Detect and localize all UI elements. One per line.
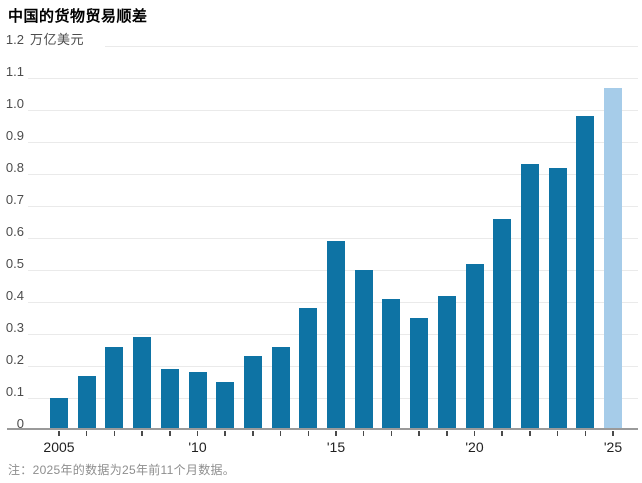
axis-tick bbox=[584, 430, 587, 436]
y-axis-label: 0.5 bbox=[5, 256, 24, 271]
bar-2024 bbox=[576, 116, 595, 430]
axis-tick bbox=[141, 430, 143, 436]
axis-tick bbox=[362, 430, 365, 436]
bar-2011 bbox=[216, 382, 235, 430]
axis-tick bbox=[169, 430, 171, 436]
bar-2013 bbox=[271, 346, 290, 430]
bar-2018 bbox=[410, 318, 429, 430]
x-axis-label: '15 bbox=[326, 439, 346, 455]
bar-2010 bbox=[188, 372, 207, 430]
axis-tick bbox=[612, 430, 614, 436]
y-axis-label: 0.9 bbox=[5, 128, 24, 143]
axis-tick bbox=[335, 430, 337, 436]
axis-tick bbox=[501, 430, 503, 436]
axis-tick bbox=[224, 430, 226, 436]
bar-2007 bbox=[105, 346, 124, 430]
bar-2009 bbox=[160, 369, 179, 430]
axis-tick bbox=[307, 430, 310, 436]
bar-2015 bbox=[327, 241, 345, 430]
y-axis-label: 0.7 bbox=[5, 192, 24, 207]
bar-2019 bbox=[437, 295, 456, 430]
axis-tick bbox=[58, 430, 60, 436]
x-axis-label: '20 bbox=[465, 439, 484, 455]
bar-2021 bbox=[493, 218, 512, 430]
x-axis-label: 2005 bbox=[43, 439, 75, 455]
axis-tick bbox=[252, 430, 254, 436]
y-axis-label: 0.6 bbox=[5, 224, 24, 239]
bar-2023 bbox=[548, 167, 567, 430]
bar-2020 bbox=[465, 263, 484, 430]
y-axis-label: 1.1 bbox=[5, 64, 24, 79]
bar-2005 bbox=[50, 398, 68, 430]
axis-tick bbox=[85, 430, 88, 436]
axis-tick bbox=[473, 430, 476, 436]
gridline bbox=[28, 142, 638, 143]
axis-tick bbox=[279, 430, 282, 436]
bar-2016 bbox=[354, 270, 373, 430]
y-axis-label: 1.0 bbox=[5, 96, 24, 111]
y-axis-label: 0.4 bbox=[5, 288, 24, 303]
y-axis-label: 0.1 bbox=[5, 384, 24, 399]
bar-2014 bbox=[299, 308, 318, 430]
gridline bbox=[28, 78, 638, 79]
x-axis-label: '10 bbox=[188, 439, 207, 455]
y-axis-label: 0 bbox=[16, 416, 24, 431]
y-axis-unit-label: 万亿美元 bbox=[30, 32, 85, 47]
bar-2017 bbox=[382, 298, 401, 430]
footnote: 注：2025年的数据为25年前11个月数据。 bbox=[8, 463, 236, 477]
gridline bbox=[28, 206, 638, 207]
y-axis-label: 0.2 bbox=[5, 352, 24, 367]
axis-tick bbox=[390, 430, 393, 436]
y-axis-label: 0.8 bbox=[5, 160, 24, 175]
gridline bbox=[105, 46, 638, 47]
y-axis-label: 0.3 bbox=[5, 320, 24, 335]
bar-2025 bbox=[604, 87, 622, 430]
axis-tick bbox=[556, 430, 559, 436]
gridline bbox=[28, 174, 638, 175]
bar-2012 bbox=[243, 356, 262, 430]
bar-2008 bbox=[133, 337, 152, 430]
bar-2006 bbox=[77, 375, 96, 430]
gridline bbox=[28, 110, 638, 111]
axis-tick bbox=[446, 430, 448, 436]
x-axis-line bbox=[7, 428, 638, 430]
bar-2022 bbox=[520, 164, 539, 430]
axis-tick bbox=[113, 430, 116, 436]
gridline bbox=[28, 238, 638, 239]
y-axis-label: 1.2 bbox=[5, 32, 24, 47]
chart-title: 中国的货物贸易顺差 bbox=[8, 8, 148, 25]
axis-tick bbox=[418, 430, 420, 436]
axis-tick bbox=[529, 430, 531, 436]
x-axis-label: '25 bbox=[603, 439, 623, 455]
axis-tick bbox=[196, 430, 199, 436]
